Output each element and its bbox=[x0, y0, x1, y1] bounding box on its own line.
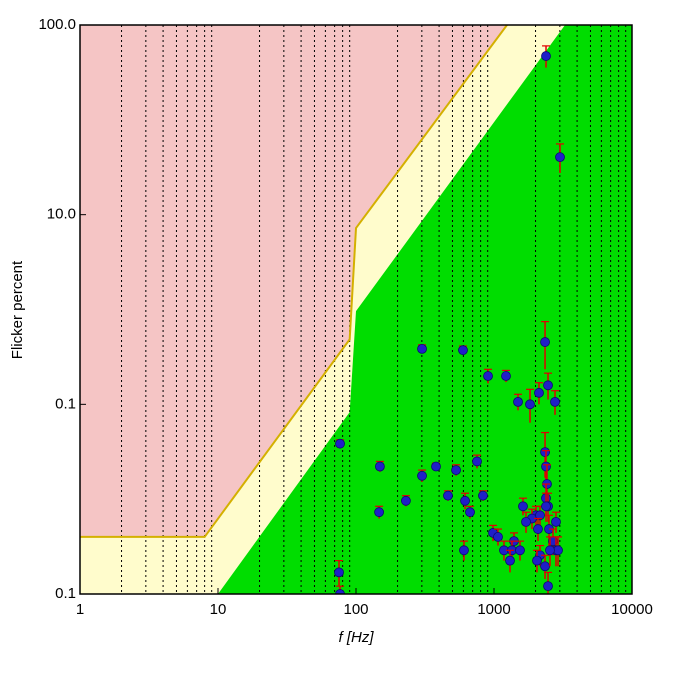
data-point bbox=[521, 516, 531, 527]
data-point bbox=[534, 387, 544, 398]
data-point bbox=[417, 344, 427, 354]
data-point bbox=[472, 456, 482, 467]
data-point bbox=[483, 371, 493, 381]
data-point bbox=[551, 516, 561, 527]
data-point bbox=[505, 555, 515, 566]
region bbox=[80, 25, 632, 594]
y-tick-label: 0.1 bbox=[55, 395, 76, 412]
data-point bbox=[540, 337, 550, 347]
data-point bbox=[335, 438, 345, 449]
x-axis-label: f [Hz] bbox=[338, 629, 374, 646]
data-point bbox=[541, 51, 551, 61]
data-point bbox=[518, 501, 528, 512]
data-point bbox=[550, 396, 560, 407]
data-point bbox=[374, 461, 385, 472]
data-point bbox=[460, 495, 470, 506]
y-axis-label: Flicker percent bbox=[9, 260, 26, 359]
data-point bbox=[458, 345, 468, 356]
data-point bbox=[478, 490, 488, 501]
x-tick-label: 100 bbox=[343, 601, 368, 618]
data-point bbox=[459, 545, 469, 556]
data-point bbox=[374, 507, 384, 518]
data-point bbox=[532, 555, 542, 566]
data-point bbox=[515, 545, 525, 556]
data-point bbox=[545, 545, 555, 556]
plot-area bbox=[80, 25, 632, 594]
data-point bbox=[451, 465, 461, 476]
data-point bbox=[541, 461, 551, 472]
data-point bbox=[555, 152, 565, 163]
data-point bbox=[541, 501, 551, 512]
y-tick-label: 0.1 bbox=[55, 585, 76, 602]
data-point bbox=[335, 589, 345, 594]
data-point bbox=[543, 581, 553, 592]
data-point bbox=[493, 532, 503, 542]
data-point bbox=[535, 510, 545, 521]
x-tick-label: 10000 bbox=[611, 601, 653, 618]
x-tick-label: 10 bbox=[210, 601, 227, 618]
data-point bbox=[540, 561, 550, 572]
y-tick-label: 10.0 bbox=[47, 206, 76, 223]
data-point bbox=[533, 524, 543, 534]
data-point bbox=[401, 495, 411, 506]
data-point bbox=[513, 396, 523, 407]
data-point bbox=[501, 371, 511, 381]
data-point bbox=[543, 380, 553, 391]
data-point bbox=[465, 507, 475, 518]
data-point bbox=[431, 461, 441, 472]
data-point bbox=[417, 470, 427, 481]
x-tick-label: 1000 bbox=[477, 601, 510, 618]
data-point bbox=[334, 567, 344, 578]
x-tick-label: 1 bbox=[76, 601, 84, 618]
boundary-line bbox=[80, 25, 508, 538]
data-point bbox=[525, 399, 535, 410]
data-point bbox=[540, 447, 550, 457]
data-point bbox=[443, 490, 453, 501]
y-tick-label: 100.0 bbox=[38, 16, 76, 33]
